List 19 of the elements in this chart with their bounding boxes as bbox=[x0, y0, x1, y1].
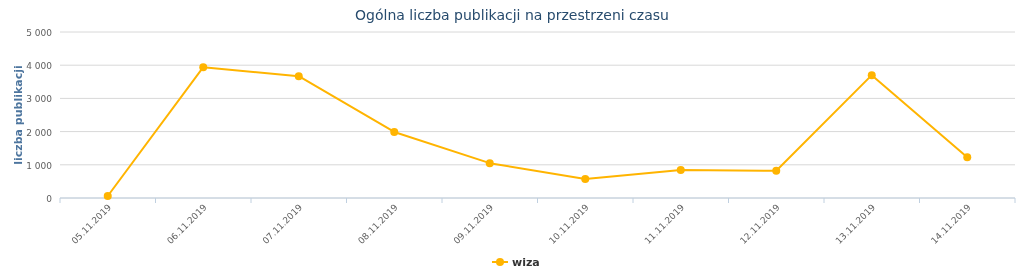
y-tick-label: 0 bbox=[46, 194, 53, 204]
point bbox=[963, 153, 972, 162]
y-tick-label: 5 000 bbox=[26, 28, 53, 38]
y-tick-label: 3 000 bbox=[26, 94, 53, 105]
point bbox=[103, 192, 112, 201]
chart-title: Ogólna liczba publikacji na przestrzeni czasu bbox=[355, 7, 669, 23]
y-axis-title: liczba publikacji bbox=[12, 65, 25, 165]
legend-label: wiza bbox=[512, 256, 540, 269]
y-tick-label: 4 000 bbox=[26, 61, 53, 72]
point bbox=[867, 71, 876, 80]
point bbox=[485, 159, 494, 168]
point bbox=[676, 166, 685, 175]
point bbox=[581, 175, 590, 184]
point bbox=[390, 127, 399, 136]
y-tick-label: 1 000 bbox=[26, 160, 53, 171]
y-tick-label: 2 000 bbox=[26, 127, 53, 138]
point bbox=[199, 63, 208, 72]
point bbox=[294, 72, 303, 81]
point bbox=[772, 166, 781, 175]
